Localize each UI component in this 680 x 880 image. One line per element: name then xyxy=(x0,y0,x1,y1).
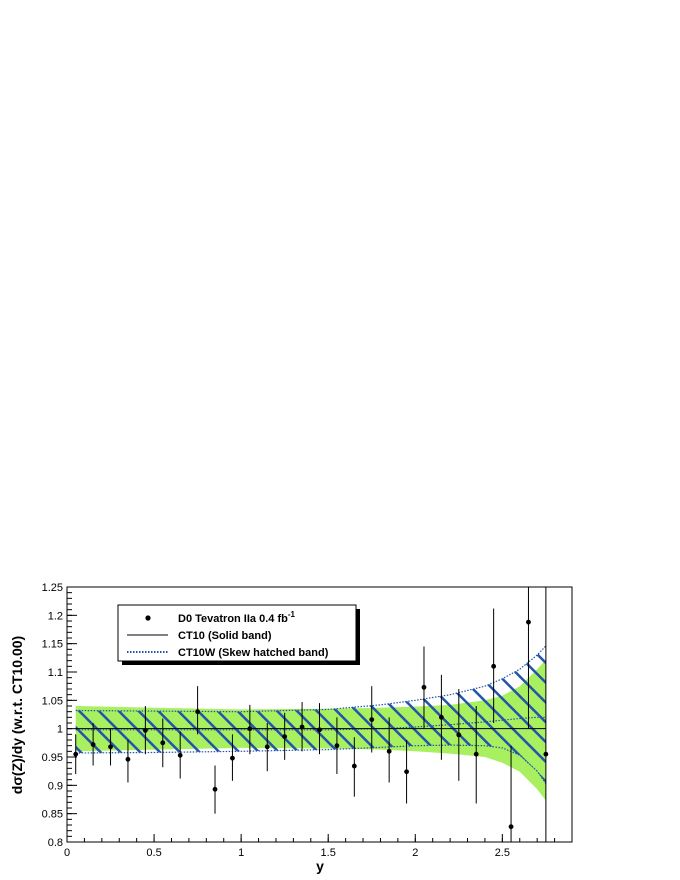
x-axis-title: y xyxy=(316,858,324,874)
ct10w-upper-edge xyxy=(75,645,547,713)
data-marker xyxy=(351,763,357,769)
y-tick-label-2: 0.9 xyxy=(48,780,63,792)
data-marker xyxy=(438,714,444,720)
data-marker xyxy=(317,727,322,733)
y-tick-label-9: 1.25 xyxy=(42,582,63,594)
data-point-5 xyxy=(160,718,166,768)
data-point-6 xyxy=(177,731,183,779)
data-marker xyxy=(456,732,462,738)
y-tick-label-7: 1.15 xyxy=(42,639,63,651)
data-marker xyxy=(334,743,340,749)
data-point-27 xyxy=(543,587,549,842)
data-marker xyxy=(543,751,549,757)
data-marker xyxy=(160,740,166,746)
data-marker xyxy=(282,734,288,739)
data-point-1 xyxy=(90,723,96,766)
ct10w-central-line xyxy=(75,716,546,731)
legend-superscript: -1 xyxy=(288,610,296,619)
data-point-2 xyxy=(108,728,113,766)
x-tick-label-1: 0.5 xyxy=(146,847,161,859)
data-marker xyxy=(230,755,235,761)
y-tick-label-4: 1 xyxy=(57,724,63,736)
legend: D0 Tevatron IIa 0.4 fb-1 CT10 (Solid band… xyxy=(117,604,360,665)
data-point-7 xyxy=(195,686,201,735)
y-tick-label-6: 1.1 xyxy=(48,667,63,679)
axis-layer: 0 0.5 1 1.5 2 2.5 0.8 0.85 0.9 0.95 1 1.05 1.1 1.15 1.… xyxy=(42,582,573,859)
x-tick-label-2: 1 xyxy=(238,847,244,859)
x-tick-label-5: 2.5 xyxy=(495,847,510,859)
y-tick-label-8: 1.2 xyxy=(48,610,63,622)
data-marker xyxy=(73,751,79,757)
data-point-24 xyxy=(491,608,497,723)
x-tick-label-3: 1.5 xyxy=(321,847,336,859)
data-point-4 xyxy=(142,706,148,755)
data-marker xyxy=(386,748,392,754)
data-point-11 xyxy=(264,723,270,772)
data-point-9 xyxy=(230,734,235,781)
data-point-21 xyxy=(438,674,444,760)
ct10w-lower-edge xyxy=(75,744,547,784)
data-point-16 xyxy=(351,737,357,797)
data-marker xyxy=(421,684,427,690)
data-marker xyxy=(125,756,131,762)
data-marker xyxy=(264,744,270,750)
data-point-25 xyxy=(508,745,514,842)
data-marker xyxy=(491,663,497,669)
legend-label-1: CT10 (Solid band) xyxy=(178,630,272,642)
legend-label-0: D0 Tevatron IIa 0.4 fb-1 xyxy=(178,610,295,625)
data-marker xyxy=(177,752,183,758)
data-point-17 xyxy=(369,686,375,753)
y-tick-label-0: 0.8 xyxy=(48,837,63,849)
data-marker xyxy=(108,744,113,750)
plot-frame xyxy=(66,586,573,843)
y-axis-title: dσ(Z)/dy (w.r.t. CT10.00) xyxy=(9,636,25,794)
data-marker xyxy=(90,742,96,747)
data-marker xyxy=(473,751,479,757)
data-point-12 xyxy=(282,712,288,760)
y-tick-label-3: 0.95 xyxy=(42,752,63,764)
data-point-13 xyxy=(299,702,305,752)
data-marker xyxy=(247,726,253,732)
ct10w-hatched-band xyxy=(75,645,546,784)
legend-point-marker xyxy=(145,615,151,621)
x-tick-label-4: 2 xyxy=(412,847,418,859)
data-marker xyxy=(212,786,218,792)
data-point-20 xyxy=(421,646,427,729)
data-marker xyxy=(195,709,201,715)
data-marker xyxy=(404,769,409,775)
data-point-15 xyxy=(334,717,340,774)
data-point-10 xyxy=(247,704,253,755)
y-tick-label-5: 1.05 xyxy=(42,695,63,707)
data-point-18 xyxy=(386,717,392,783)
legend-label-2: CT10W (Skew hatched band) xyxy=(178,647,329,659)
data-point-0 xyxy=(73,734,79,774)
data-marker xyxy=(299,724,305,730)
data-layer xyxy=(73,587,549,842)
x-tick-label-0: 0 xyxy=(64,847,70,859)
data-marker xyxy=(508,824,514,830)
data-point-14 xyxy=(317,703,322,755)
data-point-26 xyxy=(526,587,531,729)
data-point-19 xyxy=(404,740,409,804)
data-marker xyxy=(526,619,531,625)
data-marker xyxy=(369,717,375,722)
data-marker xyxy=(142,727,148,733)
data-point-8 xyxy=(212,765,218,814)
data-point-3 xyxy=(125,740,131,783)
data-point-22 xyxy=(456,689,462,781)
data-point-23 xyxy=(473,706,479,804)
y-tick-label-1: 0.85 xyxy=(42,809,63,821)
line-layer xyxy=(75,645,547,784)
